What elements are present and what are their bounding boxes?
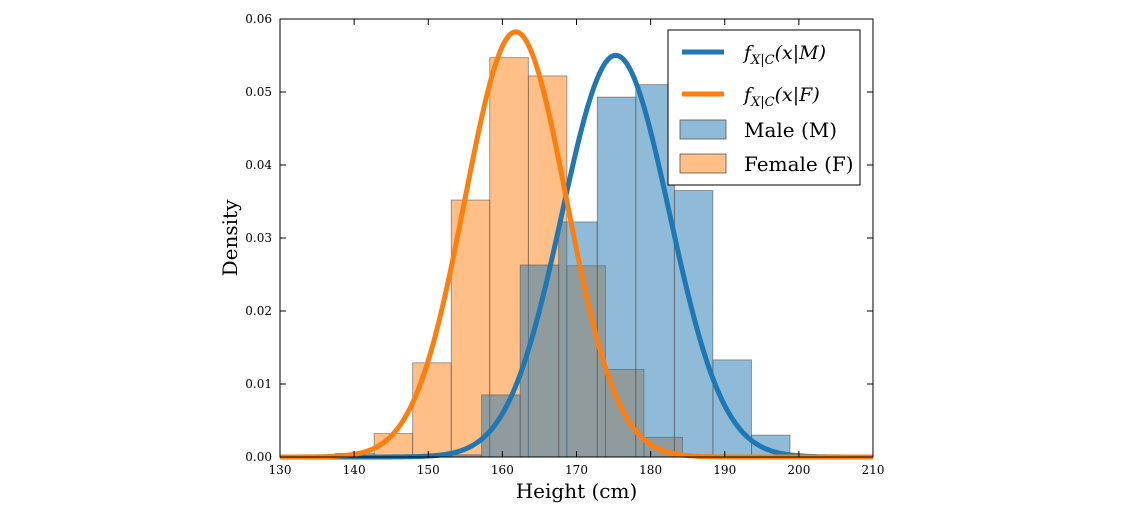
hist-bar-male-1: [481, 394, 521, 458]
y-tick-label-5: 0.05: [245, 85, 272, 99]
legend-label-curve-m: fX|C(x|M): [742, 42, 826, 68]
legend-curve-m-base: f: [742, 42, 754, 64]
ticks: 130 140 150 160 170 180 190 200 210 0.00 0.01 0.02 0…: [245, 12, 884, 477]
x-tick-label-190: 190: [713, 463, 736, 477]
legend-label-hist-f: Female (F): [744, 152, 854, 176]
hist-bar-female-2: [412, 362, 452, 458]
legend-label-hist-m: Male (M): [744, 118, 837, 142]
legend-curve-f-base: f: [742, 84, 754, 106]
legend-curve-f-args: (x|F): [775, 84, 820, 106]
y-tick-label-6: 0.06: [245, 12, 272, 26]
legend-swatch-hist-f: [679, 153, 727, 174]
legend: fX|C(x|M) fX|C(x|F) Male (M) Female (F): [667, 29, 861, 186]
x-tick-label-200: 200: [787, 463, 810, 477]
x-tick-label-180: 180: [639, 463, 662, 477]
y-tick-label-3: 0.03: [245, 231, 272, 245]
x-axis-label: Height (cm): [516, 479, 638, 503]
hist-bar-male-7: [712, 359, 752, 458]
legend-swatch-hist-m: [679, 119, 727, 140]
legend-curve-f-sub: X|C: [750, 95, 775, 110]
legend-curve-m-args: (x|M): [775, 42, 826, 64]
histogram-male: [442, 84, 791, 458]
x-tick-label-140: 140: [343, 463, 366, 477]
y-tick-label-1: 0.01: [245, 377, 272, 391]
x-tick-label-170: 170: [565, 463, 588, 477]
plot-area: [279, 29, 874, 460]
y-tick-label-2: 0.02: [245, 304, 272, 318]
x-tick-label-150: 150: [417, 463, 440, 477]
legend-label-curve-f: fX|C(x|F): [742, 84, 820, 110]
y-tick-label-0: 0.00: [245, 450, 272, 464]
legend-curve-m-sub: X|C: [750, 53, 775, 68]
x-tick-label-210: 210: [862, 463, 885, 477]
x-tick-label-130: 130: [269, 463, 292, 477]
x-tick-label-160: 160: [491, 463, 514, 477]
y-axis-label: Density: [218, 199, 242, 276]
y-tick-label-4: 0.04: [245, 158, 272, 172]
